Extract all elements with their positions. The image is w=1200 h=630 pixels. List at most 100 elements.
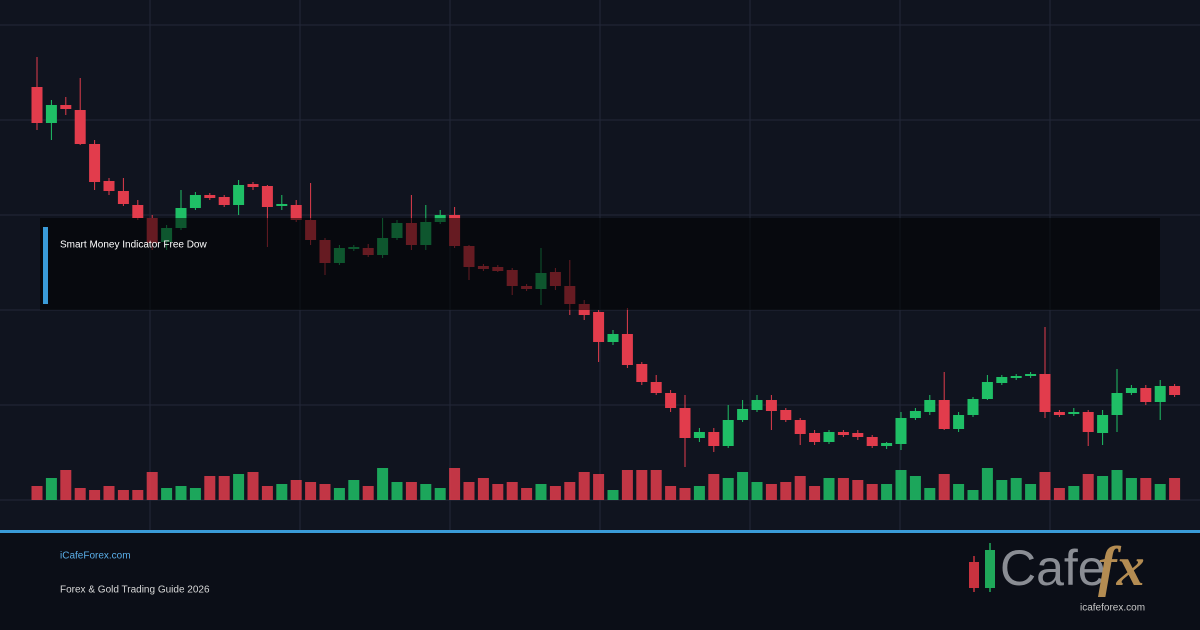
logo-icon xyxy=(985,550,995,588)
volume-bar xyxy=(189,488,201,500)
candle-body xyxy=(722,420,734,446)
volume-bar xyxy=(578,472,590,500)
volume-bar xyxy=(1039,472,1051,500)
candle-body xyxy=(1140,388,1152,402)
volume-bar xyxy=(175,486,187,500)
candle-body xyxy=(1154,386,1166,402)
volume-bar xyxy=(535,484,547,500)
volume-bar xyxy=(1111,470,1123,500)
volume-bar xyxy=(1053,488,1065,500)
candle-body xyxy=(881,443,893,446)
candle-body xyxy=(1068,412,1080,414)
candle-body xyxy=(218,197,230,205)
volume-bar xyxy=(837,478,849,500)
volume-bar xyxy=(996,480,1008,500)
candle-body xyxy=(650,382,662,393)
candle-body xyxy=(103,181,115,191)
volume-bar xyxy=(1169,478,1181,500)
candle-body xyxy=(938,400,950,429)
candle-body xyxy=(1010,376,1022,378)
volume-bar xyxy=(45,478,57,500)
candle-body xyxy=(809,433,821,442)
candle-body xyxy=(89,144,101,182)
volume-bar xyxy=(74,488,86,500)
footer-subtitle: Forex & Gold Trading Guide 2026 xyxy=(60,585,210,596)
candle-body xyxy=(924,400,936,412)
volume-bar xyxy=(636,470,648,500)
volume-bar xyxy=(722,478,734,500)
candle-body xyxy=(837,432,849,435)
volume-bar xyxy=(1125,478,1137,500)
candle-body xyxy=(996,377,1008,383)
candle-body xyxy=(621,334,633,365)
volume-bar xyxy=(449,468,461,500)
candle-body xyxy=(866,437,878,446)
candle-body xyxy=(981,382,993,399)
volume-bar xyxy=(751,482,763,500)
volume-bar xyxy=(89,490,101,500)
volume-bar xyxy=(679,488,691,500)
volume-bar xyxy=(261,486,273,500)
candle-body xyxy=(679,408,691,438)
site-link[interactable]: iCafeForex.com xyxy=(60,551,131,562)
volume-bar xyxy=(31,486,43,500)
candle-body xyxy=(780,410,792,420)
volume-bar xyxy=(103,486,115,500)
volume-bar xyxy=(809,486,821,500)
divider xyxy=(0,530,1200,533)
volume-bar xyxy=(1025,484,1037,500)
volume-bar xyxy=(981,468,993,500)
volume-bar xyxy=(823,478,835,500)
candle-body xyxy=(290,205,302,220)
candle-body xyxy=(909,411,921,418)
candle-body xyxy=(967,399,979,415)
volume-bar xyxy=(117,490,129,500)
volume-bar xyxy=(1082,474,1094,500)
candle-body xyxy=(74,110,86,144)
candle-body xyxy=(1082,412,1094,432)
volume-bar xyxy=(693,486,705,500)
candle-body xyxy=(1169,386,1181,395)
candle-body xyxy=(233,185,245,205)
volume-bar xyxy=(477,478,489,500)
volume-bar xyxy=(233,474,245,500)
candle-body xyxy=(204,195,216,198)
volume-bar xyxy=(405,482,417,500)
candle-body xyxy=(895,418,907,444)
volume-bar xyxy=(924,488,936,500)
candle-body xyxy=(261,186,273,207)
volume-bar xyxy=(737,472,749,500)
overlay-box xyxy=(40,218,1160,310)
volume-bar xyxy=(780,482,792,500)
candle-body xyxy=(189,195,201,208)
candle-body xyxy=(1125,388,1137,393)
volume-bar xyxy=(319,484,331,500)
candle-body xyxy=(276,204,288,206)
logo: Cafe fx icafeforex.com xyxy=(969,536,1145,614)
volume-bar xyxy=(938,474,950,500)
volume-bar xyxy=(463,482,475,500)
candle-body xyxy=(45,105,57,123)
volume-bar xyxy=(146,472,158,500)
volume-bar xyxy=(953,484,965,500)
volume-bar xyxy=(506,482,518,500)
candle-body xyxy=(593,312,605,342)
volume-bar xyxy=(895,470,907,500)
volume-bar xyxy=(881,484,893,500)
logo-url: icafeforex.com xyxy=(1080,603,1145,614)
candle-body xyxy=(1097,415,1109,433)
footer-background xyxy=(0,530,1200,630)
volume-bar xyxy=(852,480,864,500)
candle-body xyxy=(636,364,648,382)
candle-body xyxy=(1053,412,1065,415)
volume-bar xyxy=(305,482,317,500)
candle-body xyxy=(247,184,259,187)
volume-bar xyxy=(333,488,345,500)
volume-bar xyxy=(794,476,806,500)
volume-bar xyxy=(967,490,979,500)
candle-body xyxy=(751,400,763,410)
volume-bar xyxy=(218,476,230,500)
volume-bar xyxy=(492,484,504,500)
volume-bar xyxy=(765,484,777,500)
